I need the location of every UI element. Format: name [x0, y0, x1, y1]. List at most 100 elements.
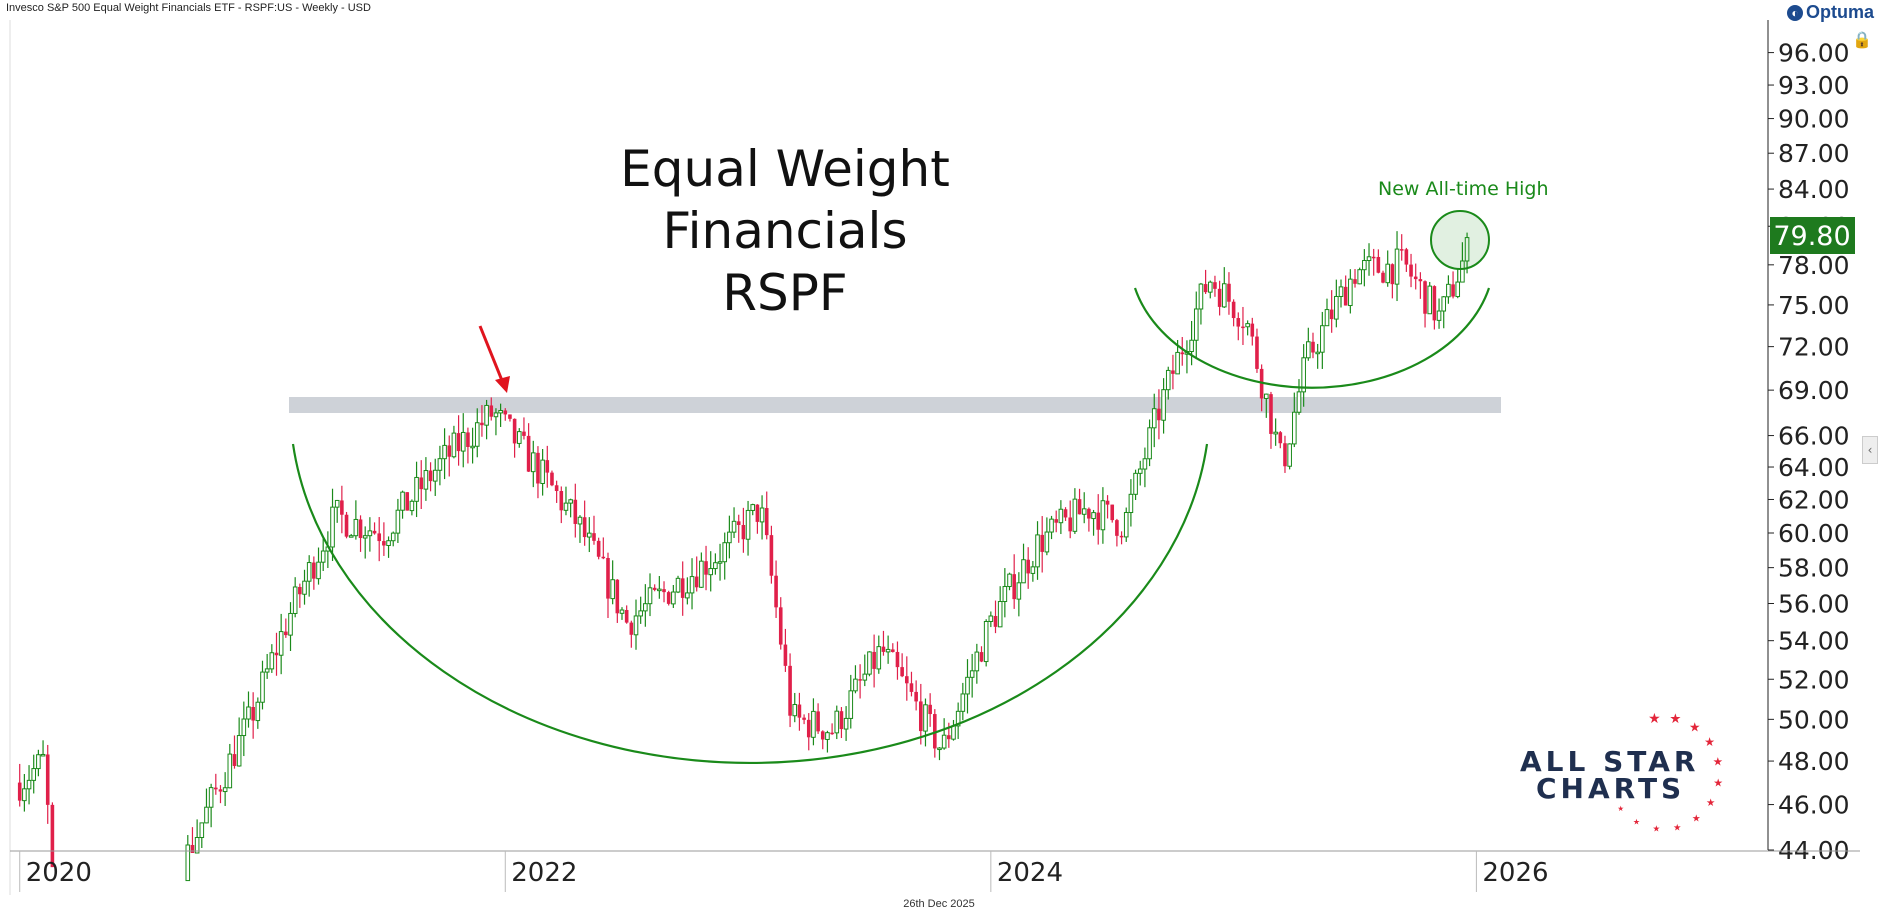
candle-body-up [643, 603, 648, 612]
candle-body-down [545, 460, 550, 473]
candle-body-up [1007, 573, 1012, 588]
candle-body-down [666, 592, 671, 604]
all-star-charts-logo: ALL STAR CHARTS [1520, 745, 1740, 805]
candle-body-down [466, 432, 470, 447]
candle-body-down [377, 533, 382, 542]
candle-body-up [867, 651, 872, 675]
candle-body-up [204, 806, 209, 824]
optuma-logo: ◐ Optuma [1786, 2, 1874, 23]
candle-body-up [1427, 285, 1433, 315]
candle-body-up [470, 445, 475, 449]
candle-body-up [792, 704, 798, 717]
brand-star-icon: ★ [1669, 712, 1681, 727]
candle-body-down [1278, 432, 1283, 444]
y-tick-label: 96.00 [1778, 39, 1850, 68]
chart-header: Invesco S&P 500 Equal Weight Financials … [6, 2, 371, 14]
candle-body-down [797, 704, 802, 718]
candle-body-up [713, 562, 718, 570]
candle-body-down [1096, 512, 1101, 530]
candle-body-down [778, 607, 783, 645]
candle-body-up [260, 671, 265, 703]
candle-body-up [1100, 500, 1106, 531]
candle-body-up [414, 476, 419, 502]
candle-body-down [1269, 394, 1273, 434]
candle-body-down [1054, 519, 1059, 523]
y-tick-label: 93.00 [1778, 71, 1850, 100]
candle-body-up [269, 652, 275, 670]
candle-body-up [1035, 534, 1040, 568]
candle-body-down [1180, 352, 1185, 355]
candle-body-up [1128, 493, 1134, 514]
candle-body-down [704, 561, 708, 575]
candle-body-up [647, 587, 653, 605]
candle-body-down [1451, 284, 1455, 297]
candle-body-up [1142, 458, 1148, 470]
brand-star-icon: ★ [1689, 720, 1700, 735]
price-label-box [1770, 217, 1855, 254]
candle-body-up [759, 507, 765, 523]
candle-body-up [1315, 351, 1320, 355]
candle-body-up [708, 568, 714, 576]
candle-body-down [1119, 535, 1124, 538]
candle-body-down [830, 732, 834, 735]
candle-body-up [1133, 472, 1138, 495]
candle-body-down [298, 586, 302, 595]
footer-date: 26th Dec 2025 [903, 898, 975, 910]
candle-body-down [606, 558, 610, 599]
panel-toggle-icon[interactable]: ‹ [1862, 436, 1878, 464]
candle-body-down [405, 492, 410, 511]
candle-body-up [610, 579, 615, 600]
candle-body-down [218, 789, 223, 792]
candle-body-up [386, 540, 391, 546]
candle-body-up [1301, 357, 1306, 393]
candle-body-down [820, 731, 825, 740]
candle-body-up [1464, 237, 1470, 262]
candle-body-up [1324, 309, 1330, 327]
brand-line2: CHARTS [1536, 772, 1686, 805]
candle-body-down [1241, 326, 1245, 329]
candle-body-down [372, 530, 377, 534]
candle-body-up [1292, 411, 1297, 445]
optuma-logo-icon: ◐ [1786, 4, 1803, 21]
candle-body-down [895, 651, 900, 668]
brand-star-icon: ★ [1692, 813, 1701, 824]
candle-body-down [1255, 336, 1259, 369]
candle-body-down [1157, 408, 1161, 421]
candle-body-up [1320, 325, 1325, 353]
candle-body-up [353, 518, 359, 537]
candle-body-down [839, 711, 844, 730]
candle-body-up [965, 676, 970, 695]
candle-body-down [1217, 288, 1222, 307]
candle-body-up [31, 768, 37, 781]
candle-body-down [1236, 318, 1241, 327]
candle-body-up [1021, 559, 1026, 584]
candle-body-down [652, 587, 657, 590]
candle-body-down [1409, 264, 1413, 277]
lock-icon[interactable]: 🔒 [1852, 30, 1872, 49]
candle-body-down [554, 485, 559, 491]
candle-body-down [1012, 574, 1016, 600]
candles [17, 231, 1470, 882]
ath-annotation: New All-time High [1378, 178, 1549, 200]
brand-line1: ALL STAR [1520, 745, 1700, 778]
candle-body-up [988, 615, 994, 622]
y-tick-label: 87.00 [1778, 139, 1850, 168]
candle-body-down [1115, 520, 1119, 536]
candle-body-up [409, 500, 415, 512]
candle-body-down [45, 754, 50, 805]
title-line1: Equal Weight Financials [620, 140, 950, 260]
candle-body-down [522, 431, 526, 436]
y-tick-label: 90.00 [1778, 105, 1850, 134]
candle-body-up [885, 648, 891, 653]
candle-body-down [816, 711, 820, 732]
candle-body-up [498, 410, 503, 414]
candle-body-up [671, 591, 676, 605]
candle-body-down [1343, 286, 1348, 306]
candle-body-down [1231, 301, 1236, 319]
candle-body-up [316, 561, 321, 580]
candle-body-down [214, 787, 218, 790]
chart-title: Equal Weight Financials RSPF [490, 138, 1080, 324]
candle-body-down [947, 735, 951, 740]
candle-body-down [741, 524, 746, 540]
